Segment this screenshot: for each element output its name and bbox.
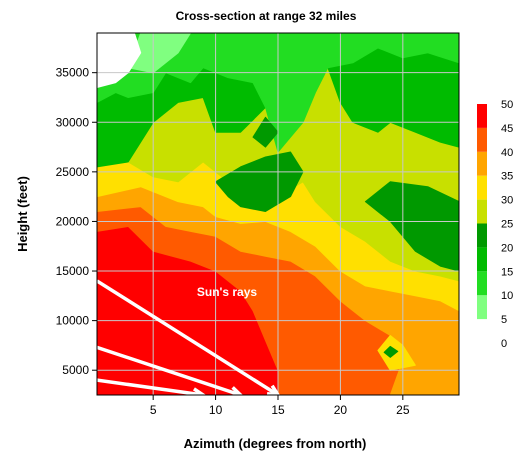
colorbar-swatch-8 [477, 104, 487, 128]
x-tick-label-4: 25 [396, 403, 410, 417]
x-tick-label-2: 15 [271, 403, 285, 417]
y-tick-label-5: 30000 [56, 115, 90, 129]
x-tick-label-0: 5 [150, 403, 157, 417]
colorbar-swatch-0 [477, 295, 487, 320]
sun-ray-2 [97, 378, 204, 395]
contour-band-15 [383, 345, 399, 358]
y-tick-label-4: 25000 [56, 165, 90, 179]
colorbar-swatch-7 [477, 127, 487, 152]
chart-title: Cross-section at range 32 miles [176, 9, 357, 23]
x-tick-label-3: 20 [334, 403, 348, 417]
colorbar-swatch-1 [477, 271, 487, 296]
sun-ray-1 [97, 345, 242, 395]
colorbar: 0 5 10 15 20 25 30 35 40 45 50 [477, 99, 513, 350]
sun-rays-label: Sun's rays [197, 285, 258, 299]
colorbar-tick-1: 5 [501, 314, 507, 326]
x-tick-label-1: 10 [209, 403, 223, 417]
colorbar-tick-8: 40 [501, 147, 513, 159]
colorbar-tick-0: 0 [501, 338, 507, 350]
y-tick-label-1: 10000 [56, 314, 90, 328]
colorbar-swatch-5 [477, 175, 487, 200]
sun-ray-arrowhead-2 [192, 387, 207, 395]
x-axis-label: Azimuth (degrees from north) [184, 436, 367, 451]
colorbar-swatch-3 [477, 223, 487, 248]
contour-band-12 [152, 33, 179, 64]
colorbar-tick-4: 20 [501, 242, 513, 254]
y-tick-label-2: 15000 [56, 264, 90, 278]
colorbar-tick-9: 45 [501, 123, 513, 135]
colorbar-tick-3: 15 [501, 266, 513, 278]
colorbar-swatch-4 [477, 199, 487, 224]
y-tick-label-0: 5000 [62, 363, 89, 377]
y-axis-label: Height (feet) [15, 176, 30, 252]
contour-band-5 [215, 151, 304, 212]
y-axis: 5000 10000 15000 20000 25000 30000 35000 [56, 66, 97, 377]
sun-ray-arrowhead-0 [266, 384, 281, 395]
colorbar-tick-5: 25 [501, 219, 513, 231]
y-tick-label-6: 35000 [56, 66, 90, 80]
colorbar-tick-6: 30 [501, 195, 513, 207]
colorbar-swatch-6 [477, 151, 487, 176]
colorbar-swatch-2 [477, 247, 487, 272]
colorbar-tick-2: 10 [501, 290, 513, 302]
sun-ray-0 [97, 279, 279, 395]
contour-band-11 [97, 33, 142, 88]
colorbar-tick-10: 50 [501, 99, 513, 111]
colorbar-tick-7: 35 [501, 171, 513, 183]
x-axis: 5 10 15 20 25 [150, 395, 410, 417]
sun-ray-arrowhead-1 [229, 386, 244, 395]
y-tick-label-3: 20000 [56, 214, 90, 228]
sun-rays [97, 279, 281, 395]
